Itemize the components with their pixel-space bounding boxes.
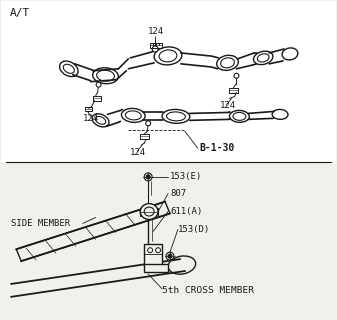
Text: 153(E): 153(E) xyxy=(170,172,202,181)
Bar xyxy=(140,134,149,139)
Text: 153(D): 153(D) xyxy=(178,225,210,234)
Circle shape xyxy=(152,46,158,52)
Text: 5th CROSS MEMBER: 5th CROSS MEMBER xyxy=(162,286,254,295)
Circle shape xyxy=(146,175,150,179)
Circle shape xyxy=(234,73,239,78)
Ellipse shape xyxy=(140,204,158,220)
Bar xyxy=(229,88,238,92)
Text: 124: 124 xyxy=(83,114,99,123)
Text: 807: 807 xyxy=(170,189,186,198)
Bar xyxy=(1,1,336,162)
Circle shape xyxy=(168,254,172,258)
Bar xyxy=(93,96,100,100)
Text: SIDE MEMBER: SIDE MEMBER xyxy=(11,219,70,228)
Circle shape xyxy=(146,121,151,126)
Text: 124: 124 xyxy=(148,27,164,36)
Text: A/T: A/T xyxy=(9,8,30,18)
Text: 611(A): 611(A) xyxy=(170,207,202,216)
Bar xyxy=(144,244,162,266)
Bar xyxy=(85,108,92,111)
Text: 124: 124 xyxy=(130,148,147,156)
Circle shape xyxy=(96,82,101,87)
Polygon shape xyxy=(16,202,170,261)
Bar xyxy=(144,264,168,272)
Text: B-1-30: B-1-30 xyxy=(200,143,235,153)
Text: 124: 124 xyxy=(220,101,236,110)
Bar xyxy=(150,43,162,48)
